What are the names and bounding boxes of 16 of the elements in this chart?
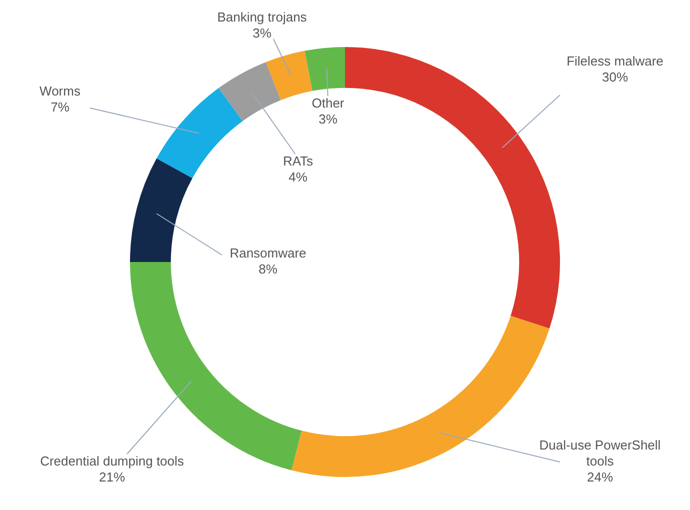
slice-label: Credential dumping tools: [40, 454, 184, 469]
data-label: 30%: [602, 70, 628, 85]
data-label: 24%: [586, 470, 614, 485]
data-label: 21%: [98, 470, 126, 485]
slice-label: RATs: [282, 154, 314, 169]
slice-label: Fileless malware: [566, 54, 664, 69]
slice-label: Ransomware: [230, 246, 306, 261]
data-label: 8%: [258, 262, 278, 277]
slice-label: Other: [312, 96, 345, 111]
slice-label: Dual-use PowerShell tools: [539, 438, 661, 469]
data-label: 7%: [50, 100, 70, 115]
data-label: 3%: [318, 112, 338, 127]
data-label: 3%: [252, 26, 272, 41]
data-label: 4%: [288, 170, 308, 185]
slice-label: Worms: [40, 84, 81, 99]
slice-label: Banking trojans: [217, 10, 308, 25]
